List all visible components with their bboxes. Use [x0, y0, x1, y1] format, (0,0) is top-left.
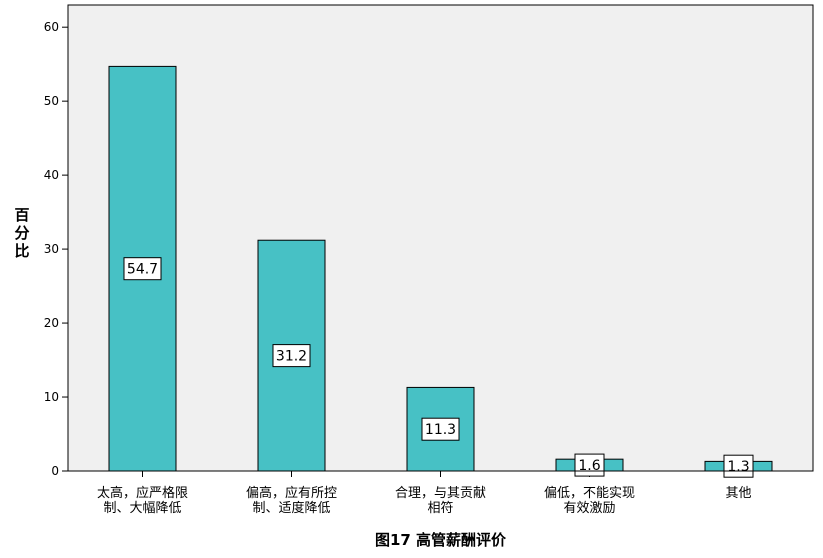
y-tick-label: 0 — [51, 464, 59, 478]
data-label: 54.7 — [127, 262, 158, 278]
data-label: 1.3 — [727, 459, 749, 475]
x-tick-label: 制、适度降低 — [252, 500, 330, 516]
y-tick-label: 10 — [44, 390, 59, 404]
data-label: 1.6 — [578, 458, 600, 474]
x-tick-label: 偏高，应有所控 — [246, 485, 337, 501]
x-tick-label: 偏低，不能实现 — [544, 486, 635, 501]
y-tick-label: 60 — [44, 20, 59, 34]
data-label-box — [421, 417, 460, 441]
y-tick-label: 50 — [44, 94, 59, 108]
x-tick-label: 其他 — [725, 486, 751, 501]
x-tick-label: 制、大幅降低 — [103, 501, 181, 516]
data-label: 11.3 — [425, 422, 456, 438]
bar — [257, 239, 326, 472]
data-label-box — [123, 257, 162, 281]
y-axis-label: 百分比 — [14, 206, 29, 260]
x-tick-label: 合理，与其贡献 — [395, 486, 486, 501]
x-tick-label: 相符 — [427, 500, 453, 516]
x-tick-label: 有效激励 — [563, 501, 615, 516]
chart-title: 图17 高管薪酬评价 — [375, 531, 507, 549]
data-label: 31.2 — [276, 349, 307, 365]
y-tick-label: 30 — [44, 242, 59, 256]
data-label-box — [272, 344, 311, 368]
data-label-box — [723, 454, 754, 478]
x-tick-label: 太高，应严格限 — [97, 485, 188, 501]
y-tick-label: 20 — [44, 316, 59, 330]
y-tick-label: 40 — [44, 168, 59, 182]
